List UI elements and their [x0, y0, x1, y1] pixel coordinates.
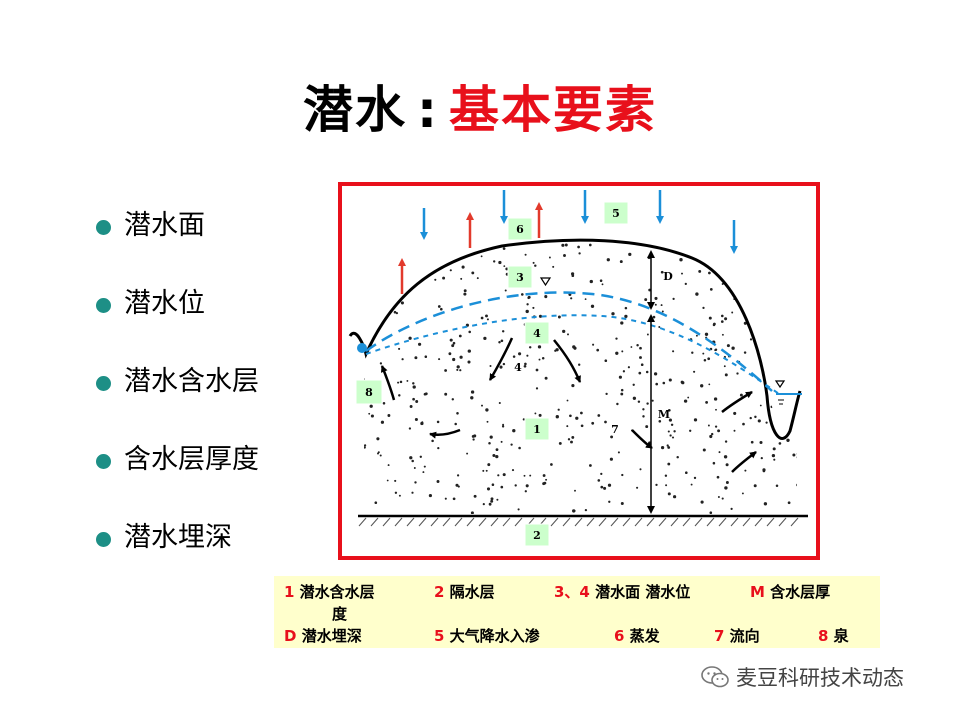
label-7: 7 — [611, 423, 619, 436]
water-level-symbol-icon — [774, 380, 786, 405]
water-table-symbol-icon — [539, 277, 552, 287]
bullet-text: 含水层厚度 — [124, 444, 259, 475]
legend-box: 1 潜水含水层 2 隔水层 3、4 潜水面 潜水位 M 含水层厚 度 D 潜水埋… — [274, 576, 880, 648]
legend-text: 潜水面 潜水位 — [595, 583, 691, 601]
bullet-item: 潜水埋深 — [96, 518, 259, 596]
page-title: 潜水: 基本要素 — [0, 80, 960, 140]
bullet-text: 潜水含水层 — [124, 366, 259, 397]
spring-water-icon — [357, 343, 367, 353]
bullet-dot-icon — [96, 220, 111, 235]
bullet-item: 潜水含水层 — [96, 362, 259, 440]
label-5: 5 — [612, 207, 620, 220]
bullet-list: 潜水面 潜水位 潜水含水层 含水层厚度 潜水埋深 — [96, 206, 259, 596]
label-m: M — [658, 408, 670, 421]
bullet-dot-icon — [96, 376, 111, 391]
depth-d-arrow — [647, 250, 655, 310]
bullet-text: 潜水位 — [124, 288, 205, 319]
ground-surface — [348, 238, 802, 440]
label-3: 3 — [516, 271, 524, 284]
legend-num: 5 — [434, 627, 445, 645]
aquiclude-hatch — [358, 517, 799, 527]
legend-text: 流向 — [729, 627, 760, 645]
bullet-text: 潜水面 — [124, 210, 205, 241]
legend-row-2: 度 — [332, 604, 347, 624]
aquifer-diagram: 5 6 3 4 4 1 7 8 2 D M — [338, 182, 820, 560]
legend-text: 潜水埋深 — [301, 627, 362, 645]
legend-num: 6 — [614, 627, 625, 645]
bullet-text: 潜水埋深 — [124, 522, 232, 553]
bullet-item: 含水层厚度 — [96, 440, 259, 518]
watermark: 麦豆科研技术动态 — [700, 662, 904, 692]
label-1: 1 — [533, 423, 541, 436]
label-6: 6 — [516, 223, 524, 236]
legend-num: 8 — [818, 627, 829, 645]
legend-text: 含水层厚 — [770, 583, 831, 601]
wechat-icon — [701, 666, 729, 688]
label-d: D — [663, 270, 673, 283]
label-4: 4 — [533, 327, 541, 340]
legend-text: 隔水层 — [449, 583, 495, 601]
bullet-dot-icon — [96, 532, 111, 547]
legend-text: 大气降水入渗 — [449, 627, 540, 645]
watermark-text: 麦豆科研技术动态 — [736, 666, 904, 690]
label-8: 8 — [365, 386, 373, 399]
legend-text: 潜水含水层 — [299, 583, 375, 601]
legend-num: 7 — [714, 627, 725, 645]
title-separator: : — [417, 81, 439, 139]
title-part-1: 潜水 — [303, 81, 407, 139]
water-table-lower — [365, 314, 783, 397]
legend-text: 泉 — [833, 627, 849, 645]
legend-num: 1 — [284, 583, 295, 601]
label-4-secondary: 4 — [514, 361, 522, 374]
legend-num: M — [750, 583, 765, 601]
bullet-item: 潜水面 — [96, 206, 259, 284]
bullet-dot-icon — [96, 454, 111, 469]
flow-arrows — [380, 337, 757, 473]
evaporation-arrows — [398, 202, 543, 294]
legend-text: 蒸发 — [629, 627, 660, 645]
title-part-2: 基本要素 — [449, 81, 657, 139]
bullet-dot-icon — [96, 298, 111, 313]
precipitation-arrows — [420, 190, 738, 254]
water-table-upper — [365, 291, 773, 392]
legend-num: 3、4 — [554, 583, 590, 601]
label-2: 2 — [533, 529, 541, 542]
legend-num: 2 — [434, 583, 445, 601]
aquifer-diagram-svg: 5 6 3 4 4 1 7 8 2 D M — [348, 190, 808, 547]
legend-text: 度 — [332, 605, 348, 623]
legend-num: D — [284, 627, 297, 645]
bullet-item: 潜水位 — [96, 284, 259, 362]
thickness-m-arrow — [647, 314, 655, 514]
